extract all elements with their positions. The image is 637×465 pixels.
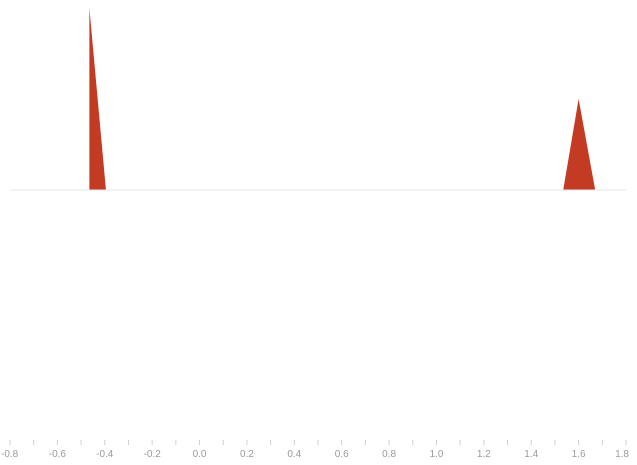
x-axis-tick-label: 0.0 — [193, 449, 207, 460]
x-axis-tick-label: 1.4 — [524, 449, 538, 460]
x-axis-tick-label: 0.8 — [382, 449, 396, 460]
x-axis-tick-label: 0.2 — [240, 449, 254, 460]
x-axis: -0.8 -0.6 -0.4 -0.2 0.0 0.2 0.4 0.6 0.8 1.0 1.2 1.4… — [1, 440, 629, 460]
plot-area — [89, 8, 596, 190]
series-area-1 — [89, 8, 106, 190]
x-axis-tick-label: 0.4 — [287, 449, 301, 460]
x-axis-tick-label: -0.6 — [49, 449, 67, 460]
x-axis-tick-label: 1.2 — [477, 449, 491, 460]
x-axis-tick-label: 1.8 — [615, 449, 629, 460]
x-axis-tick-label: -0.8 — [1, 449, 19, 460]
x-axis-tick-label: 1.6 — [572, 449, 586, 460]
x-axis-tick-label: 0.6 — [335, 449, 349, 460]
x-axis-tick-label: -0.2 — [144, 449, 162, 460]
x-axis-tick-label: 1.0 — [430, 449, 444, 460]
x-axis-tick-label: -0.4 — [96, 449, 114, 460]
series-area-2 — [563, 99, 596, 190]
